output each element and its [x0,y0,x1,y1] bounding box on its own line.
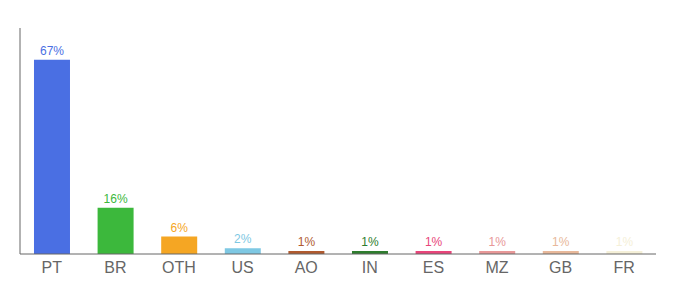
svg-text:1%: 1% [616,235,634,249]
svg-text:BR: BR [104,259,126,276]
svg-text:1%: 1% [298,235,316,249]
svg-text:FR: FR [614,259,635,276]
svg-text:1%: 1% [552,235,570,249]
svg-text:67%: 67% [40,44,64,58]
svg-text:6%: 6% [171,221,189,235]
svg-text:16%: 16% [104,192,128,206]
svg-text:1%: 1% [361,235,379,249]
svg-text:US: US [231,259,253,276]
svg-text:ES: ES [423,259,444,276]
svg-text:IN: IN [362,259,378,276]
svg-text:GB: GB [549,259,572,276]
svg-text:2%: 2% [234,232,252,246]
svg-text:AO: AO [295,259,318,276]
svg-text:OTH: OTH [162,259,196,276]
svg-text:1%: 1% [425,235,443,249]
svg-text:PT: PT [42,259,63,276]
svg-text:MZ: MZ [485,259,508,276]
svg-text:1%: 1% [489,235,507,249]
